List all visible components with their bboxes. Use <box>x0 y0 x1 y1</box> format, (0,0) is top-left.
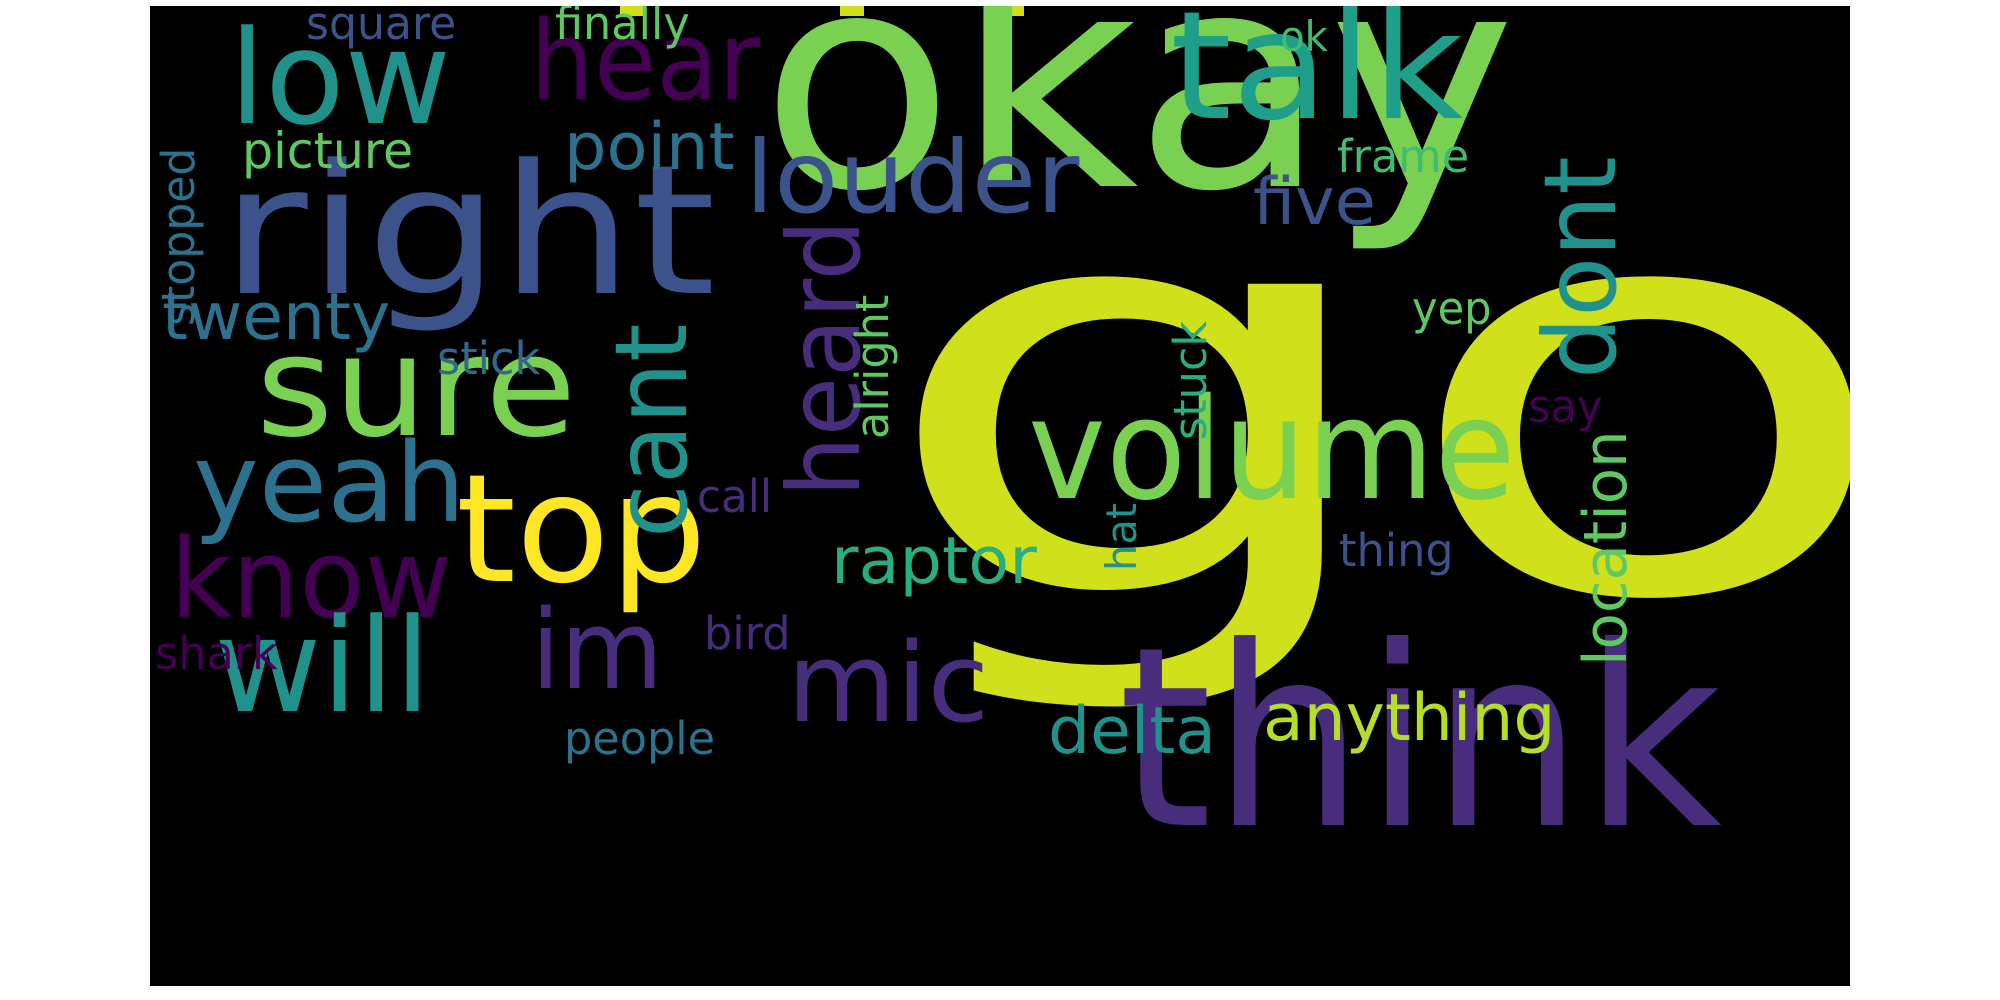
word-shark: shark <box>155 627 278 680</box>
word-point: point <box>564 110 735 185</box>
word-twenty: twenty <box>162 280 391 355</box>
word-raptor: raptor <box>831 524 1037 599</box>
word-will: will <box>214 590 431 742</box>
word-finally: finally <box>555 6 690 50</box>
word-stopped: stopped <box>152 147 205 326</box>
word-know: know <box>170 515 452 643</box>
word-yeah: yeah <box>193 419 466 547</box>
word-think: think <box>1118 593 1722 884</box>
word-location: location <box>1571 430 1641 666</box>
word-bird: bird <box>704 607 791 660</box>
word-im: im <box>531 586 664 714</box>
word-cant: cant <box>593 323 710 538</box>
word-louder: louder <box>745 119 1080 236</box>
word-square: square <box>306 6 457 50</box>
word-stick: stick <box>437 332 541 385</box>
word-yep: yep <box>1412 282 1492 335</box>
word-say: say <box>1528 380 1603 433</box>
word-stuck: stuck <box>1164 320 1217 440</box>
word-call: call <box>697 470 773 523</box>
word-cloud: got okay think right talk low hear sure … <box>150 6 1850 986</box>
word-anything: anything <box>1263 681 1556 756</box>
word-got: got <box>874 71 1850 723</box>
word-top: top <box>456 443 707 617</box>
word-mic: mic <box>787 619 990 747</box>
word-alright: alright <box>846 294 899 439</box>
word-volume: volume <box>1028 369 1516 532</box>
clipped-word-fragment <box>840 6 864 16</box>
word-dont: dont <box>1522 156 1639 379</box>
word-people: people <box>564 712 716 765</box>
word-okay: okay <box>760 6 1517 257</box>
word-hat: hat <box>1097 502 1146 571</box>
word-right: right <box>221 127 716 336</box>
word-five: five <box>1253 165 1376 240</box>
word-sure: sure <box>256 306 577 469</box>
clipped-word-fragment <box>620 6 644 16</box>
word-talk: talk <box>1170 6 1464 154</box>
word-frame: frame <box>1337 130 1470 183</box>
word-low: low <box>229 6 451 154</box>
word-picture: picture <box>242 122 414 180</box>
clipped-word-fragment <box>1000 6 1024 16</box>
word-hear: hear <box>530 6 761 125</box>
word-delta: delta <box>1048 694 1216 769</box>
word-thing: thing <box>1339 524 1454 577</box>
word-ok: ok <box>1280 12 1329 61</box>
